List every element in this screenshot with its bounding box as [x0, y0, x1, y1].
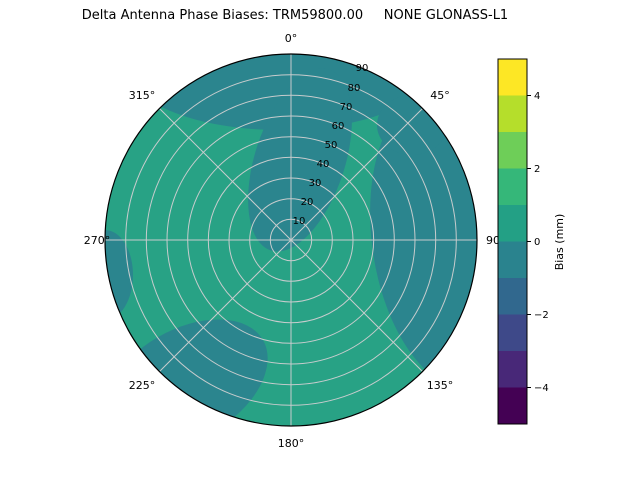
angular-tick-45: 45° — [430, 89, 450, 102]
colorbar-tick-n4: −4 — [534, 383, 549, 394]
colorbar-band-n3-n2 — [498, 314, 527, 351]
colorbar-axis-label: Bias (mm) — [553, 214, 566, 271]
angular-tick-315: 315° — [129, 89, 156, 102]
colorbar-tick-n2: −2 — [534, 310, 549, 321]
radial-tick-70: 70 — [340, 102, 353, 113]
angular-tick-225: 225° — [129, 379, 156, 392]
radial-tick-20: 20 — [301, 197, 314, 208]
colorbar-band-3-4 — [498, 95, 527, 132]
angular-tick-270: 270° — [84, 234, 111, 247]
radial-tick-50: 50 — [325, 140, 338, 151]
radial-tick-40: 40 — [317, 159, 330, 170]
colorbar-band-4-5 — [498, 59, 527, 96]
colorbar-bands — [498, 59, 527, 424]
colorbar-tick-4: 4 — [534, 91, 540, 102]
colorbar-band-0-1 — [498, 205, 527, 242]
neg-region-top — [130, 54, 430, 130]
angular-grid — [105, 54, 477, 426]
radial-tick-30: 30 — [309, 178, 322, 189]
radial-tick-60: 60 — [332, 121, 345, 132]
colorbar-tick-0: 0 — [534, 237, 540, 248]
angular-tick-labels: 0° 45° 90 135° 180° 225° 270° 315° — [84, 32, 500, 450]
colorbar-band-n1-0 — [498, 241, 527, 278]
colorbar-band-1-2 — [498, 168, 527, 205]
colorbar-tick-2: 2 — [534, 164, 540, 175]
colorbar-band-n2-n1 — [498, 278, 527, 315]
angular-tick-180: 180° — [278, 437, 305, 450]
polar-outer-edge — [104, 53, 478, 427]
chart-title: Delta Antenna Phase Biases: TRM59800.00 … — [81, 8, 509, 23]
colorbar-tick-labels: 4 2 0 −2 −4 — [534, 91, 549, 394]
colorbar-band-n5-n4 — [498, 387, 527, 424]
angular-tick-90: 90 — [486, 234, 500, 247]
neg-region-west — [105, 230, 133, 320]
angular-tick-0: 0° — [285, 32, 298, 45]
radial-tick-labels: 10 20 30 40 50 60 70 80 90 — [293, 63, 369, 227]
colorbar-ticks — [527, 95, 531, 388]
radial-tick-10: 10 — [293, 216, 306, 227]
colorbar: 4 2 0 −2 −4 Bias (mm) — [497, 58, 566, 425]
colorbar-band-2-3 — [498, 132, 527, 169]
radial-tick-80: 80 — [348, 83, 361, 94]
angular-tick-135: 135° — [427, 379, 454, 392]
radial-tick-90: 90 — [356, 63, 369, 74]
colorbar-band-n4-n3 — [498, 351, 527, 388]
